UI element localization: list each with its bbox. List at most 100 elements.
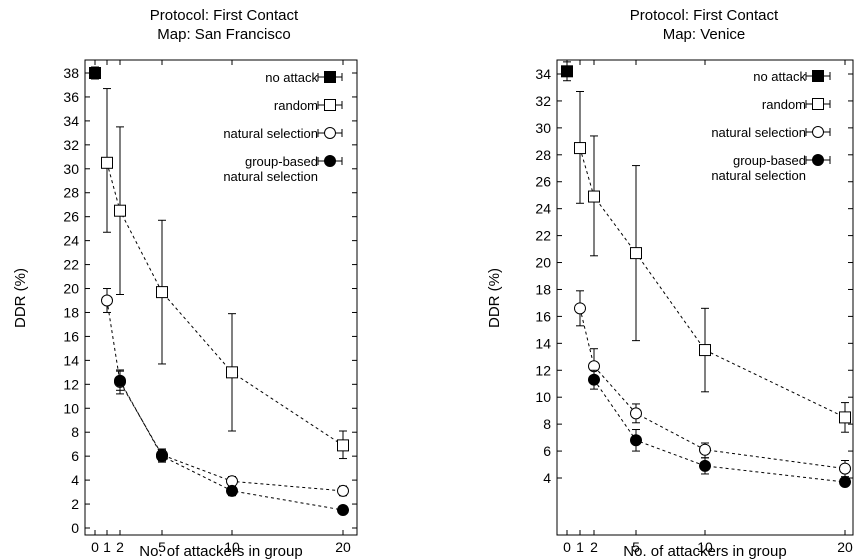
- y-tick-label: 6: [543, 443, 551, 459]
- y-tick-label: 0: [71, 520, 79, 536]
- legend-label-random: random: [762, 97, 806, 112]
- y-tick-label: 24: [63, 233, 79, 249]
- data-point-group-based-natural-selection: [839, 476, 851, 489]
- x-axis-label: No. of attackers in group: [139, 543, 302, 560]
- data-point-random: [114, 204, 126, 217]
- data-point-natural-selection: [574, 302, 586, 315]
- chart-title-line: Map: Venice: [663, 26, 746, 43]
- y-tick-label: 32: [63, 137, 79, 153]
- data-point-group-based-natural-selection: [588, 373, 600, 386]
- legend-label-no-attack: no attack: [265, 70, 318, 85]
- data-point-group-based-natural-selection: [114, 374, 126, 387]
- chart-title-line: Map: San Francisco: [157, 26, 290, 43]
- legend-marker-natural-selection: [812, 126, 824, 138]
- y-tick-label: 22: [535, 228, 551, 244]
- legend-marker-group-based-natural-selection: [324, 155, 336, 167]
- chart-san-francisco: Protocol: First Contact Map: San Francisc…: [12, 7, 358, 560]
- data-point-group-based-natural-selection: [337, 504, 349, 517]
- data-point-group-based-natural-selection: [226, 484, 238, 497]
- data-point-no-attack: [561, 65, 573, 78]
- x-tick-label: 1: [103, 539, 111, 555]
- series-line-group-based-natural-selection: [119, 380, 344, 511]
- series-natural-selection: [574, 290, 851, 478]
- series-line-random: [106, 162, 344, 446]
- legend-marker-group-based-natural-selection: [812, 154, 824, 166]
- y-tick-label: 12: [63, 376, 79, 392]
- y-tick-label: 12: [535, 362, 551, 378]
- legend-label-group-based-natural-selection: group-based: [733, 153, 806, 168]
- x-tick-label: 10: [224, 539, 240, 555]
- y-tick-label: 10: [535, 389, 551, 405]
- data-point-random: [699, 344, 711, 357]
- x-tick-label: 5: [158, 539, 166, 555]
- y-tick-label: 26: [535, 174, 551, 190]
- data-point-random: [156, 286, 168, 299]
- y-tick-label: 10: [63, 400, 79, 416]
- y-tick-label: 8: [71, 424, 79, 440]
- y-axis-label: DDR (%): [12, 268, 29, 328]
- data-point-group-based-natural-selection: [630, 434, 642, 447]
- series-line-random: [579, 147, 846, 418]
- x-tick-label: 0: [563, 539, 571, 555]
- legend-marker-no-attack: [324, 71, 336, 83]
- x-axis-label: No. of attackers in group: [623, 543, 786, 560]
- y-tick-label: 34: [63, 113, 79, 129]
- series-line-group-based-natural-selection: [593, 379, 846, 483]
- y-tick-label: 20: [63, 281, 79, 297]
- data-point-random: [574, 142, 586, 155]
- data-point-natural-selection: [699, 443, 711, 456]
- series-natural-selection: [101, 288, 349, 497]
- chart-title-line: Protocol: First Contact: [150, 7, 299, 24]
- data-point-no-attack: [89, 67, 101, 79]
- plot-frame: [84, 59, 358, 536]
- y-tick-label: 18: [535, 281, 551, 297]
- y-tick-label: 34: [535, 66, 551, 82]
- y-tick-label: 2: [71, 496, 79, 512]
- series-line-natural-selection: [579, 308, 846, 470]
- data-point-group-based-natural-selection: [156, 450, 168, 463]
- x-tick-label: 5: [632, 539, 640, 555]
- legend-label-natural-selection: natural selection: [711, 125, 806, 140]
- series-random: [574, 91, 851, 433]
- data-point-natural-selection: [101, 294, 113, 307]
- y-tick-label: 20: [535, 255, 551, 271]
- y-tick-label: 14: [63, 352, 79, 368]
- y-tick-label: 30: [535, 120, 551, 136]
- x-tick-label: 20: [335, 539, 351, 555]
- legend-label-group-based-natural-selection: group-based: [245, 154, 318, 169]
- y-tick-label: 28: [63, 185, 79, 201]
- y-tick-label: 36: [63, 89, 79, 105]
- y-tick-label: 16: [535, 308, 551, 324]
- series-group-based-natural-selection: [588, 369, 851, 489]
- x-tick-label: 1: [576, 539, 584, 555]
- y-tick-label: 30: [63, 161, 79, 177]
- y-tick-label: 22: [63, 257, 79, 273]
- data-point-group-based-natural-selection: [699, 459, 711, 472]
- y-tick-label: 18: [63, 304, 79, 320]
- chart-title-line: Protocol: First Contact: [630, 7, 779, 24]
- data-point-random: [101, 156, 113, 169]
- chart-venice: Protocol: First Contact Map: Venice No. of…: [486, 7, 854, 560]
- legend-marker-random: [812, 98, 824, 110]
- series-line-natural-selection: [106, 300, 344, 492]
- x-tick-label: 20: [837, 539, 853, 555]
- legend-marker-no-attack: [812, 70, 824, 82]
- data-point-random: [226, 366, 238, 379]
- data-point-natural-selection: [630, 407, 642, 420]
- y-tick-label: 4: [543, 470, 551, 486]
- data-point-random: [630, 247, 642, 260]
- data-point-random: [588, 190, 600, 203]
- legend-label-no-attack: no attack: [753, 69, 806, 84]
- y-tick-label: 26: [63, 209, 79, 225]
- legend-label-natural-selection: natural selection: [223, 126, 318, 141]
- x-tick-label: 2: [116, 539, 124, 555]
- data-point-random: [337, 439, 349, 452]
- series-no-attack: [561, 61, 573, 82]
- y-tick-label: 38: [63, 65, 79, 81]
- series-no-attack: [89, 66, 101, 80]
- y-axis-label: DDR (%): [486, 268, 503, 328]
- y-tick-label: 8: [543, 416, 551, 432]
- legend-marker-natural-selection: [324, 127, 336, 139]
- series-random: [101, 88, 349, 460]
